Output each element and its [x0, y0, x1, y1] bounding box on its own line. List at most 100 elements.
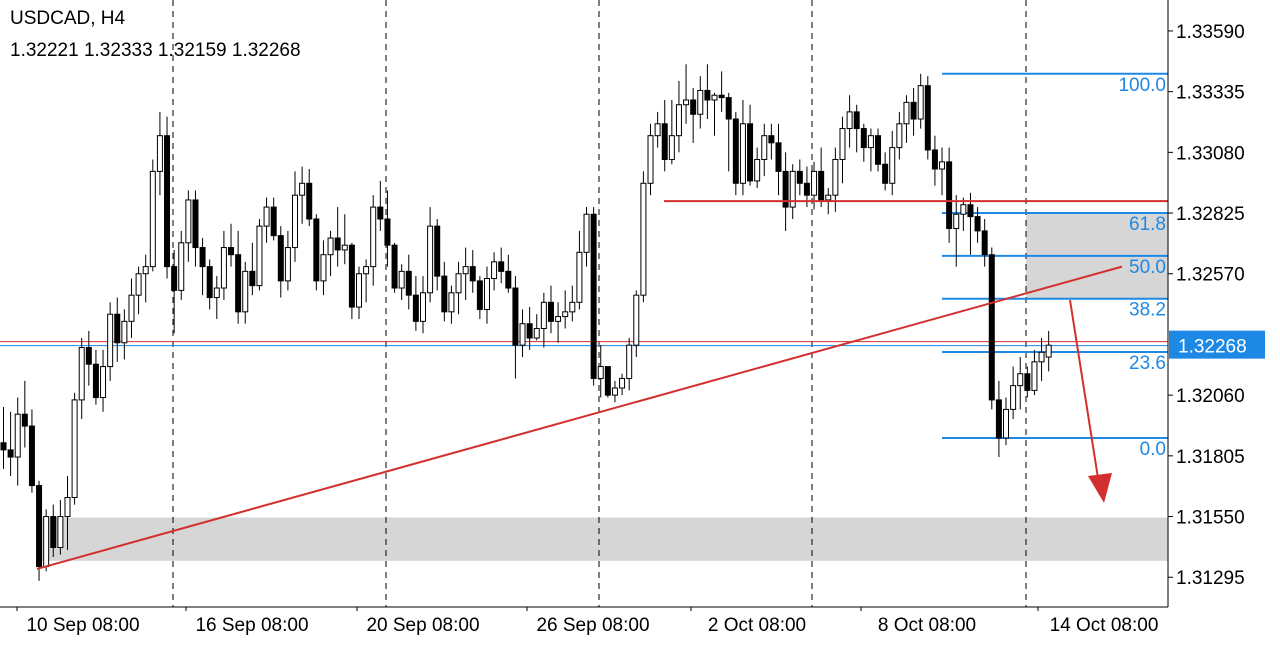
candle-body-88 — [626, 344, 633, 379]
candle-53 — [377, 180, 384, 231]
candle-body-67 — [476, 280, 483, 310]
candle-27 — [192, 190, 199, 267]
candle-body-92 — [654, 123, 661, 137]
candle-body-80 — [569, 301, 576, 313]
candle-89 — [633, 290, 640, 358]
candle-body-78 — [555, 316, 562, 322]
candle-body-117 — [832, 158, 839, 196]
candle-body-28 — [199, 247, 206, 268]
candle-65 — [462, 247, 469, 300]
candle-body-107 — [761, 135, 768, 160]
candle-body-24 — [171, 266, 178, 291]
candle-body-140 — [995, 399, 1002, 439]
candle-body-4 — [28, 425, 35, 487]
candle-body-74 — [526, 323, 533, 339]
candle-body-23 — [164, 135, 171, 268]
candle-body-65 — [462, 266, 469, 275]
candle-69 — [491, 252, 498, 291]
candle-body-73 — [519, 323, 526, 346]
candle-body-59 — [419, 292, 426, 322]
candle-body-33 — [235, 254, 242, 313]
trendline — [36, 265, 1123, 570]
candle-36 — [256, 218, 263, 291]
candle-body-112 — [796, 170, 803, 184]
candle-body-134 — [953, 213, 960, 230]
candle-128 — [910, 88, 917, 136]
candle-52 — [370, 195, 377, 286]
candle-120 — [853, 104, 860, 153]
x-tick-label-0: 10 Sep 08:00 — [26, 615, 139, 636]
candle-133 — [946, 147, 953, 243]
candle-104 — [739, 99, 746, 196]
candle-body-22 — [156, 135, 163, 172]
candle-54 — [384, 190, 391, 267]
candle-107 — [761, 123, 768, 177]
current-price-box — [1169, 330, 1265, 359]
candle-83 — [590, 207, 597, 386]
candle-body-64 — [455, 273, 462, 294]
candle-body-66 — [469, 266, 476, 282]
candle-101 — [718, 71, 725, 112]
candle-body-99 — [704, 89, 711, 101]
candle-body-34 — [242, 270, 249, 313]
candle-body-141 — [1003, 408, 1010, 439]
fib-level-label-61.8: 61.8 — [1129, 214, 1166, 235]
candle-body-98 — [697, 89, 704, 115]
candle-body-79 — [562, 311, 569, 318]
candle-body-127 — [903, 101, 910, 125]
candle-body-72 — [512, 287, 519, 346]
support-zone — [40, 517, 1168, 561]
candle-126 — [896, 111, 903, 160]
candle-20 — [142, 254, 149, 303]
candle-body-130 — [924, 85, 931, 151]
candle-132 — [939, 147, 946, 196]
candle-112 — [796, 159, 803, 196]
candle-body-101 — [718, 94, 725, 99]
candle-body-109 — [775, 142, 782, 172]
candle-body-19 — [135, 273, 142, 296]
candle-body-82 — [583, 213, 590, 253]
candle-93 — [661, 99, 668, 172]
candle-30 — [213, 276, 220, 319]
candle-84 — [597, 345, 604, 398]
candle-92 — [654, 111, 661, 148]
candle-78 — [555, 302, 562, 343]
candle-88 — [626, 338, 633, 391]
candle-90 — [640, 171, 647, 303]
candle-140 — [995, 380, 1002, 458]
candle-131 — [931, 135, 938, 186]
candle-122 — [867, 128, 874, 172]
candle-45 — [320, 240, 327, 296]
candle-68 — [483, 266, 490, 324]
fib-level-label-100.0: 100.0 — [1118, 75, 1166, 96]
candle-body-120 — [853, 111, 860, 130]
candle-110 — [782, 152, 789, 231]
candle-body-46 — [327, 237, 334, 256]
candle-body-27 — [192, 199, 199, 249]
candle-body-61 — [434, 225, 441, 277]
y-tick-label-0: 1.33590 — [1176, 22, 1245, 43]
candle-body-84 — [597, 366, 604, 379]
candle-8 — [57, 499, 64, 555]
candle-body-43 — [306, 182, 313, 220]
candle-body-60 — [427, 225, 434, 294]
candle-body-20 — [142, 266, 149, 275]
candle-body-51 — [363, 266, 370, 275]
candle-body-138 — [981, 230, 988, 256]
candle-body-126 — [896, 123, 903, 149]
candle-body-47 — [334, 237, 341, 251]
candle-60 — [427, 207, 434, 303]
candle-41 — [292, 171, 299, 262]
candle-22 — [156, 111, 163, 196]
candle-body-119 — [846, 111, 853, 130]
candle-100 — [711, 92, 718, 136]
candle-body-52 — [370, 206, 377, 268]
candle-16 — [114, 297, 121, 362]
candle-50 — [356, 266, 362, 319]
candle-123 — [875, 128, 882, 172]
candle-body-76 — [540, 301, 547, 329]
x-tick-label-1: 16 Sep 08:00 — [195, 615, 308, 636]
candle-42 — [299, 166, 306, 224]
x-tick-label-2: 20 Sep 08:00 — [366, 615, 479, 636]
candle-43 — [306, 169, 313, 227]
